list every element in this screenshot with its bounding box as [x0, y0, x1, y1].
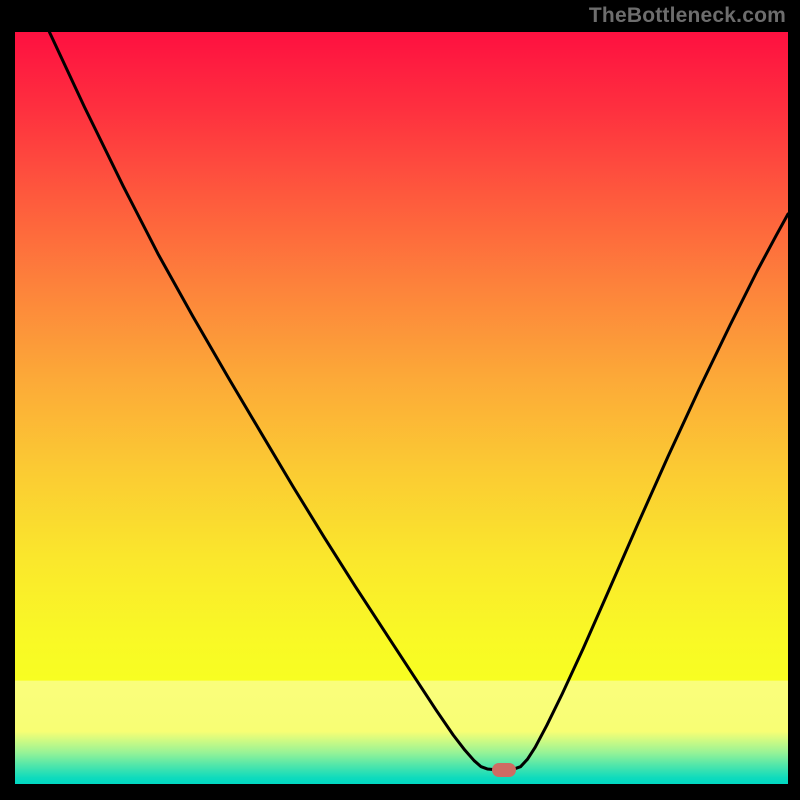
plot-area [15, 32, 788, 784]
bottleneck-curve [15, 32, 788, 784]
minimum-marker [492, 763, 516, 777]
watermark-text: TheBottleneck.com [589, 4, 786, 28]
chart-frame: TheBottleneck.com [0, 0, 800, 800]
